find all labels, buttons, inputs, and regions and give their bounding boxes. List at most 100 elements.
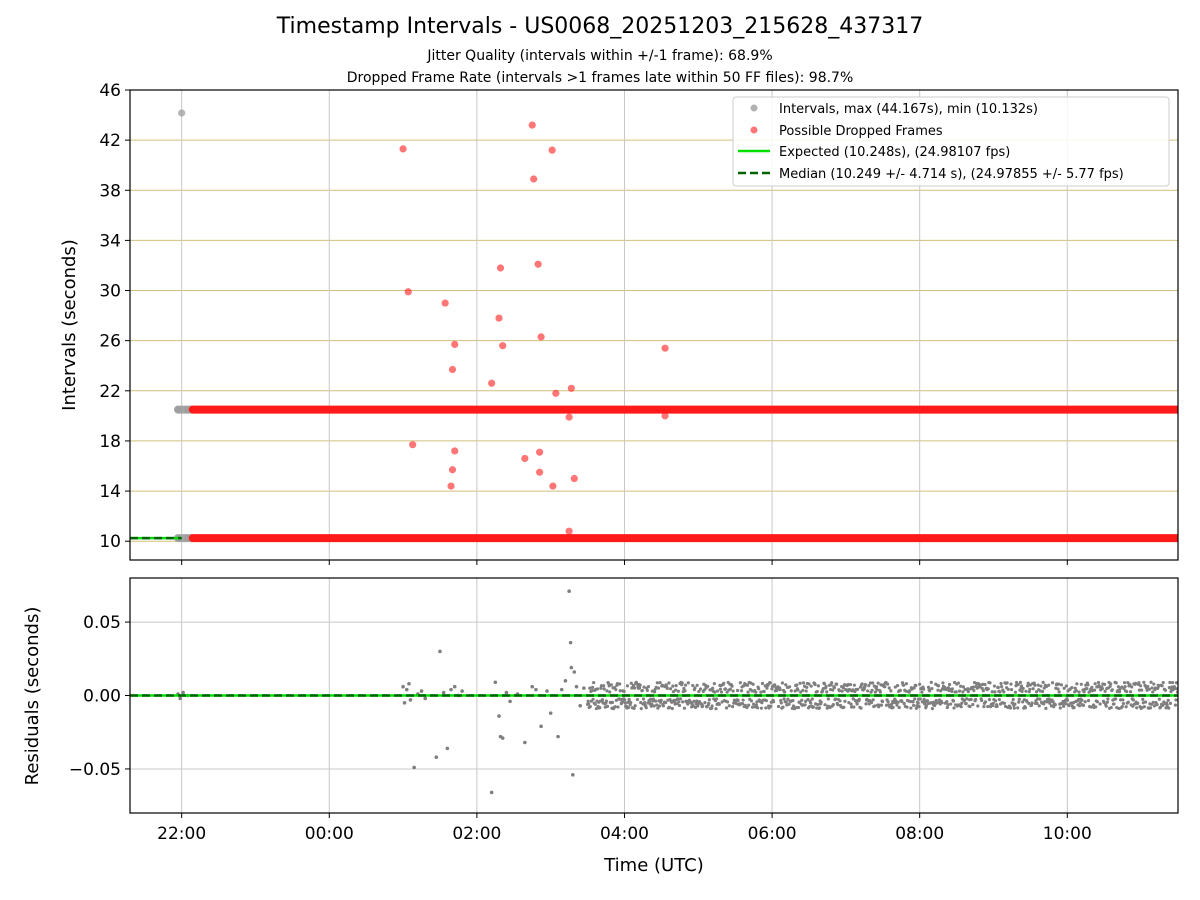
residual-point: [791, 698, 795, 703]
interval-point: [243, 406, 251, 414]
residual-point: [1151, 700, 1155, 704]
residual-point: [771, 700, 776, 704]
residual-point: [1146, 684, 1150, 689]
axes: 10 14 18 22 26 30 34 38 42 46 −0.05 0.00 0.05 22:00 00…: [69, 81, 1179, 844]
residual-point: [670, 700, 674, 704]
residual-point: [534, 687, 538, 692]
jitter-quality-subtitle: Jitter Quality (intervals within +/-1 fr…: [427, 48, 773, 64]
interval-point: [567, 534, 575, 542]
interval-point: [423, 534, 431, 542]
intervals-y-tick-label: 46: [99, 81, 121, 101]
interval-point: [657, 534, 665, 542]
residual-point: [1174, 698, 1178, 702]
residual-point: [1026, 681, 1030, 685]
intervals-y-tick-label: 34: [99, 231, 121, 251]
interval-point: [315, 534, 323, 542]
residual-point: [988, 681, 992, 685]
interval-point: [1134, 534, 1142, 542]
residual-point: [1016, 683, 1020, 687]
residual-point: [913, 697, 917, 701]
residual-point: [795, 683, 799, 687]
interval-point: [603, 534, 611, 542]
residual-point: [489, 790, 494, 795]
interval-point: [855, 406, 863, 414]
interval-point: [990, 406, 998, 414]
interval-point: [648, 534, 656, 542]
interval-point: [576, 534, 584, 542]
residual-point: [673, 688, 678, 692]
residual-point: [928, 689, 932, 693]
residual-point: [640, 688, 644, 693]
interval-point: [981, 534, 989, 542]
dropped-frame-point: [549, 482, 557, 490]
interval-point: [378, 406, 386, 414]
residual-point: [593, 702, 597, 706]
residual-point: [1062, 704, 1066, 708]
residual-point: [971, 685, 975, 689]
residual-point: [644, 706, 648, 710]
residual-point: [866, 689, 870, 693]
dropped-frame-point: [499, 342, 507, 350]
interval-point: [531, 406, 539, 414]
dropped-frame-point: [496, 264, 505, 272]
interval-point: [441, 406, 449, 414]
residual-point: [1137, 681, 1141, 685]
residual-point: [869, 700, 874, 705]
interval-point: [612, 406, 620, 414]
residual-point: [877, 703, 881, 707]
residual-point: [900, 699, 904, 704]
interval-point: [630, 534, 638, 542]
residual-point: [683, 683, 688, 687]
interval-point: [846, 406, 854, 414]
residual-point: [1019, 684, 1024, 688]
residual-point: [664, 701, 668, 705]
residual-point: [655, 681, 659, 685]
residual-point: [1050, 681, 1055, 685]
residual-point: [599, 686, 603, 690]
residual-point: [1119, 698, 1123, 702]
residual-point: [613, 705, 617, 709]
residual-point: [602, 687, 606, 691]
dropped-frame-point: [441, 299, 449, 307]
interval-point: [1035, 406, 1043, 414]
interval-point: [792, 534, 800, 542]
interval-point: [1143, 534, 1151, 542]
interval-point: [387, 406, 395, 414]
interval-point: [288, 534, 296, 542]
residual-point: [626, 705, 631, 710]
residual-point: [674, 684, 678, 688]
interval-point: [855, 534, 863, 542]
residual-point: [590, 689, 594, 693]
residual-point: [1011, 697, 1015, 702]
residual-point: [1070, 685, 1074, 690]
residual-point: [500, 736, 505, 740]
dropped-frame-rate-subtitle: Dropped Frame Rate (intervals >1 frames …: [346, 70, 854, 86]
residual-point: [1123, 685, 1127, 689]
residual-point: [1089, 705, 1093, 709]
interval-point: [1134, 406, 1142, 414]
interval-point: [891, 534, 899, 542]
residual-point: [781, 705, 785, 709]
interval-point: [684, 534, 692, 542]
legend-label-expected: Expected (10.248s), (24.98107 fps): [779, 145, 1010, 160]
interval-point: [1080, 406, 1088, 414]
interval-point: [495, 534, 503, 542]
interval-point: [873, 534, 881, 542]
residual-point: [714, 697, 719, 701]
residual-point: [843, 699, 847, 703]
residual-point: [1062, 686, 1066, 690]
interval-point: [432, 406, 440, 414]
residual-point: [873, 690, 878, 694]
residual-point: [545, 689, 549, 693]
residual-point: [1028, 687, 1032, 691]
residual-point: [523, 740, 527, 745]
residual-point: [738, 681, 742, 685]
residual-point: [656, 686, 661, 690]
residual-point: [855, 702, 859, 706]
residual-point: [895, 684, 900, 688]
residual-point: [997, 697, 1001, 702]
interval-point: [927, 406, 935, 414]
residual-point: [1030, 701, 1034, 705]
residual-point: [885, 682, 890, 686]
residual-point: [610, 700, 615, 704]
